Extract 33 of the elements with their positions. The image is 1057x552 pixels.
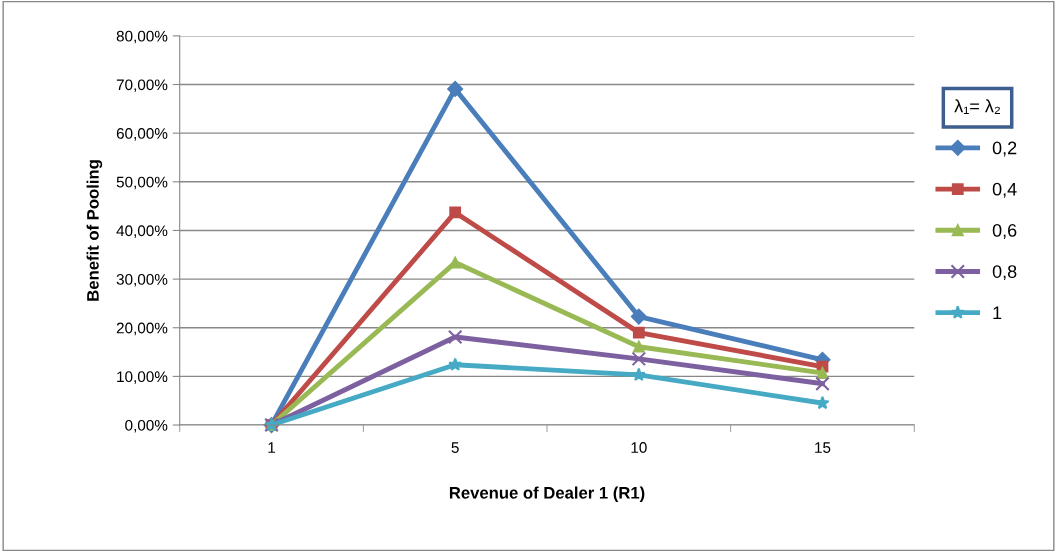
- point: [448, 357, 463, 371]
- point: [816, 367, 829, 379]
- legend-label: 0,6: [992, 223, 1017, 239]
- point: [632, 326, 645, 339]
- y-tick-label: 30,00%: [116, 273, 168, 287]
- legend-label: 1: [993, 306, 1002, 319]
- x-tick-label: 15: [815, 442, 831, 453]
- point: [630, 308, 647, 325]
- y-tick-label: 50,00%: [116, 176, 168, 190]
- point: [631, 351, 647, 367]
- legend-label: 0,4: [992, 182, 1017, 198]
- point: [815, 376, 830, 391]
- y-tick-label: 10,00%: [117, 371, 168, 384]
- y-tick-label: 70,00%: [116, 79, 168, 93]
- legend-label: 0,2: [992, 141, 1017, 157]
- legend-title: λ₁= λ₂: [954, 99, 1000, 114]
- legend-label: 0,8: [992, 265, 1017, 281]
- x-tick-label: 10: [631, 442, 647, 453]
- x-tick-label: 5: [451, 442, 459, 453]
- point: [815, 395, 830, 410]
- y-tick-label: 40,00%: [116, 225, 168, 238]
- y-tick-label: 80,00%: [116, 30, 168, 44]
- point: [449, 206, 462, 219]
- x-axis-title: Revenue of Dealer 1 (R1): [449, 486, 645, 503]
- point: [632, 340, 645, 353]
- point: [447, 80, 464, 97]
- y-tick-label: 20,00%: [116, 322, 168, 336]
- y-tick-label: 0,00%: [125, 419, 168, 433]
- x-tick-label: 1: [268, 442, 276, 453]
- point: [631, 367, 646, 382]
- y-tick-label: 60,00%: [116, 128, 168, 141]
- point: [447, 329, 463, 345]
- y-axis-title: Benefit of Pooling: [86, 160, 103, 301]
